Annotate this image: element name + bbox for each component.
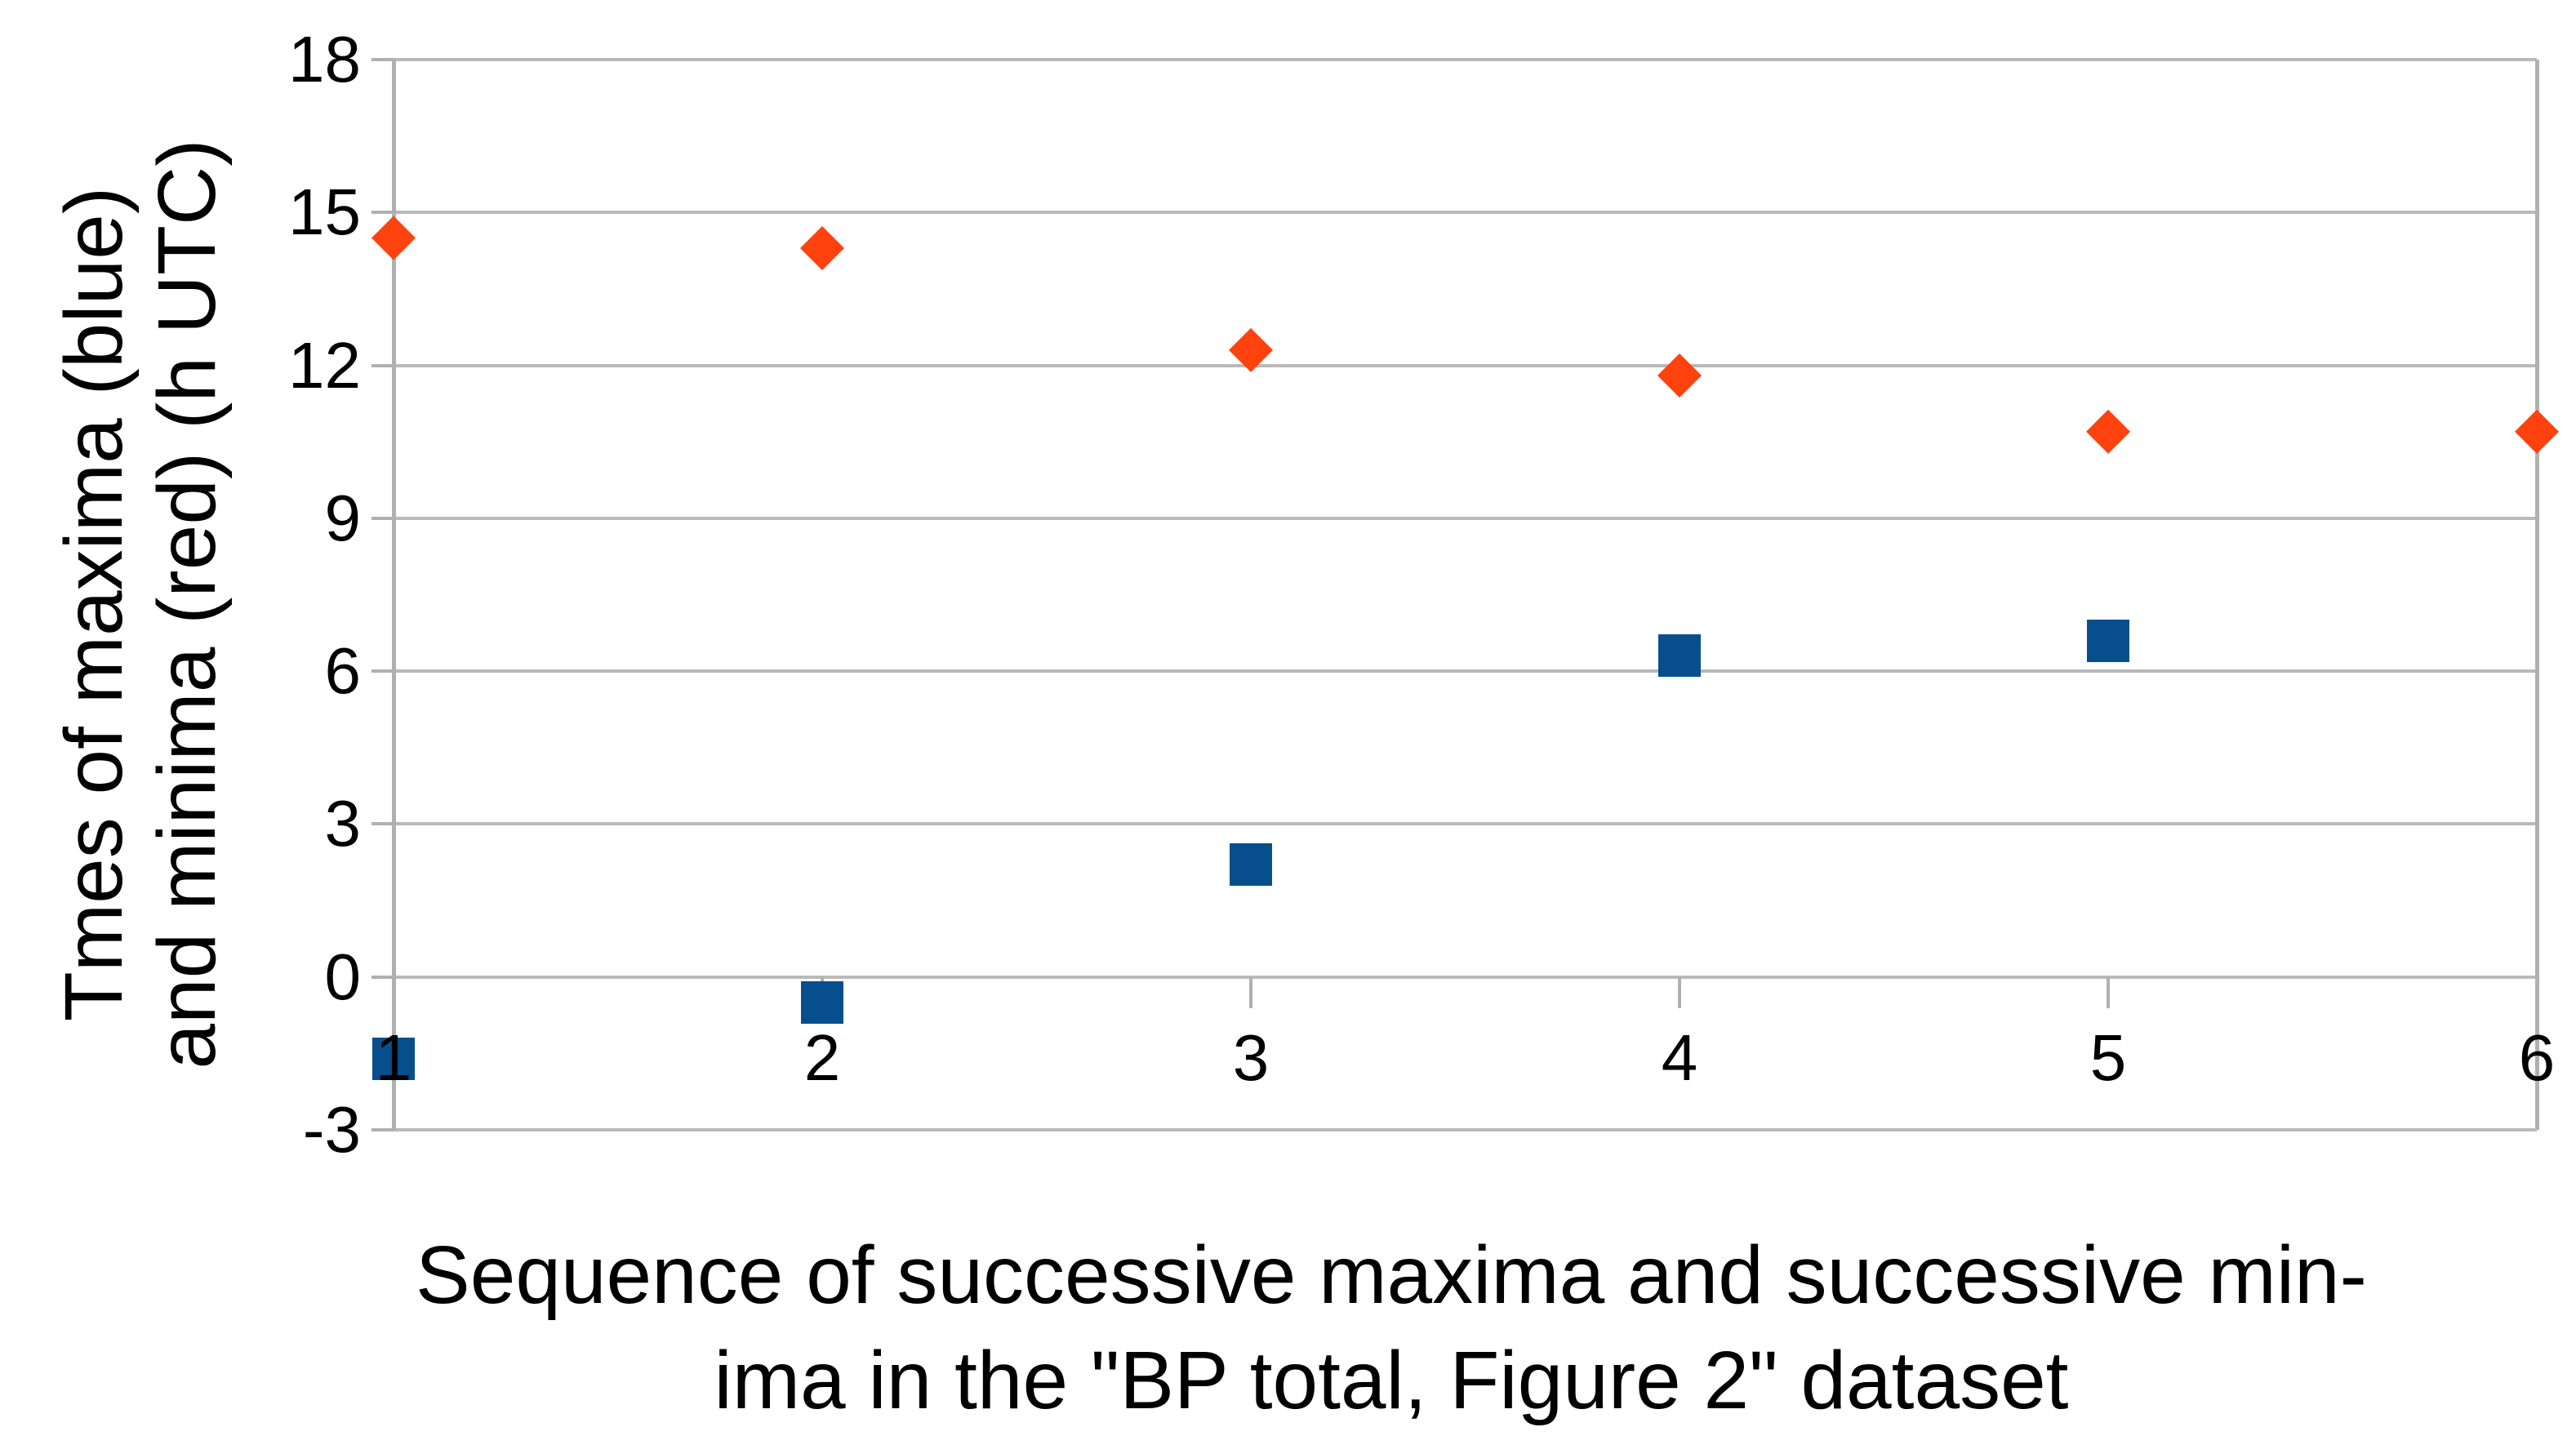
x-axis-title-line1: Sequence of successive maxima and succes… <box>416 1229 2367 1321</box>
y-axis-tick <box>371 58 394 61</box>
y-gridline <box>394 669 2537 674</box>
y-axis-title-line1: Tmes of maxima (blue) <box>48 186 140 1022</box>
x-axis-tick <box>1249 976 1252 1008</box>
x-axis-tick <box>1678 976 1681 1008</box>
y-axis-title: Tmes of maxima (blue) and minima (red) (… <box>47 139 234 1069</box>
y-gridline <box>394 516 2537 520</box>
x-axis-title: Sequence of successive maxima and succes… <box>207 1223 2575 1434</box>
x-axis-title-line2: ima in the "BP total, Figure 2" dataset <box>714 1335 2069 1426</box>
marker-minima-red <box>371 216 416 260</box>
y-axis-tick <box>371 822 394 826</box>
y-axis-tick <box>371 516 394 520</box>
marker-maxima-blue <box>372 1037 415 1080</box>
marker-minima-red <box>1657 353 1702 398</box>
y-gridline <box>394 363 2537 367</box>
y-axis-tick <box>371 1128 394 1131</box>
y-tick-label: 9 <box>324 481 362 554</box>
y-tick-label: 6 <box>324 634 362 708</box>
marker-minima-red <box>2515 409 2559 454</box>
marker-maxima-blue <box>801 980 843 1024</box>
y-tick-label: 12 <box>288 328 361 402</box>
y-gridline <box>394 58 2537 61</box>
y-tick-label: 0 <box>324 940 362 1013</box>
marker-maxima-blue <box>1658 634 1701 678</box>
y-gridline <box>394 1128 2537 1131</box>
y-axis-tick <box>371 975 394 979</box>
marker-maxima-blue <box>1230 843 1272 887</box>
x-tick-label: 2 <box>803 1021 841 1094</box>
y-tick-label: 3 <box>324 787 362 860</box>
y-axis-tick <box>371 669 394 674</box>
y-tick-label: 18 <box>288 23 361 96</box>
y-gridline <box>394 975 2537 979</box>
y-axis-title-line2: and minima (red) (h UTC) <box>141 139 233 1069</box>
y-axis-line <box>392 60 396 1130</box>
x-tick-label: 3 <box>1232 1021 1270 1094</box>
x-tick-label: 1 <box>375 1021 412 1094</box>
x-tick-label: 5 <box>2089 1021 2127 1094</box>
marker-minima-red <box>800 225 844 270</box>
y-axis-tick <box>371 363 394 367</box>
x-tick-label: 6 <box>2518 1021 2556 1094</box>
x-axis-tick <box>2107 976 2110 1008</box>
y-tick-label: -3 <box>302 1093 361 1166</box>
y-gridline <box>394 822 2537 826</box>
marker-maxima-blue <box>2087 619 2129 662</box>
plot-right-border <box>2535 60 2539 1130</box>
x-tick-label: 4 <box>1661 1021 1698 1094</box>
marker-minima-red <box>2086 409 2130 454</box>
y-axis-tick <box>371 211 394 215</box>
y-tick-label: 15 <box>288 176 361 249</box>
y-gridline <box>394 211 2537 215</box>
